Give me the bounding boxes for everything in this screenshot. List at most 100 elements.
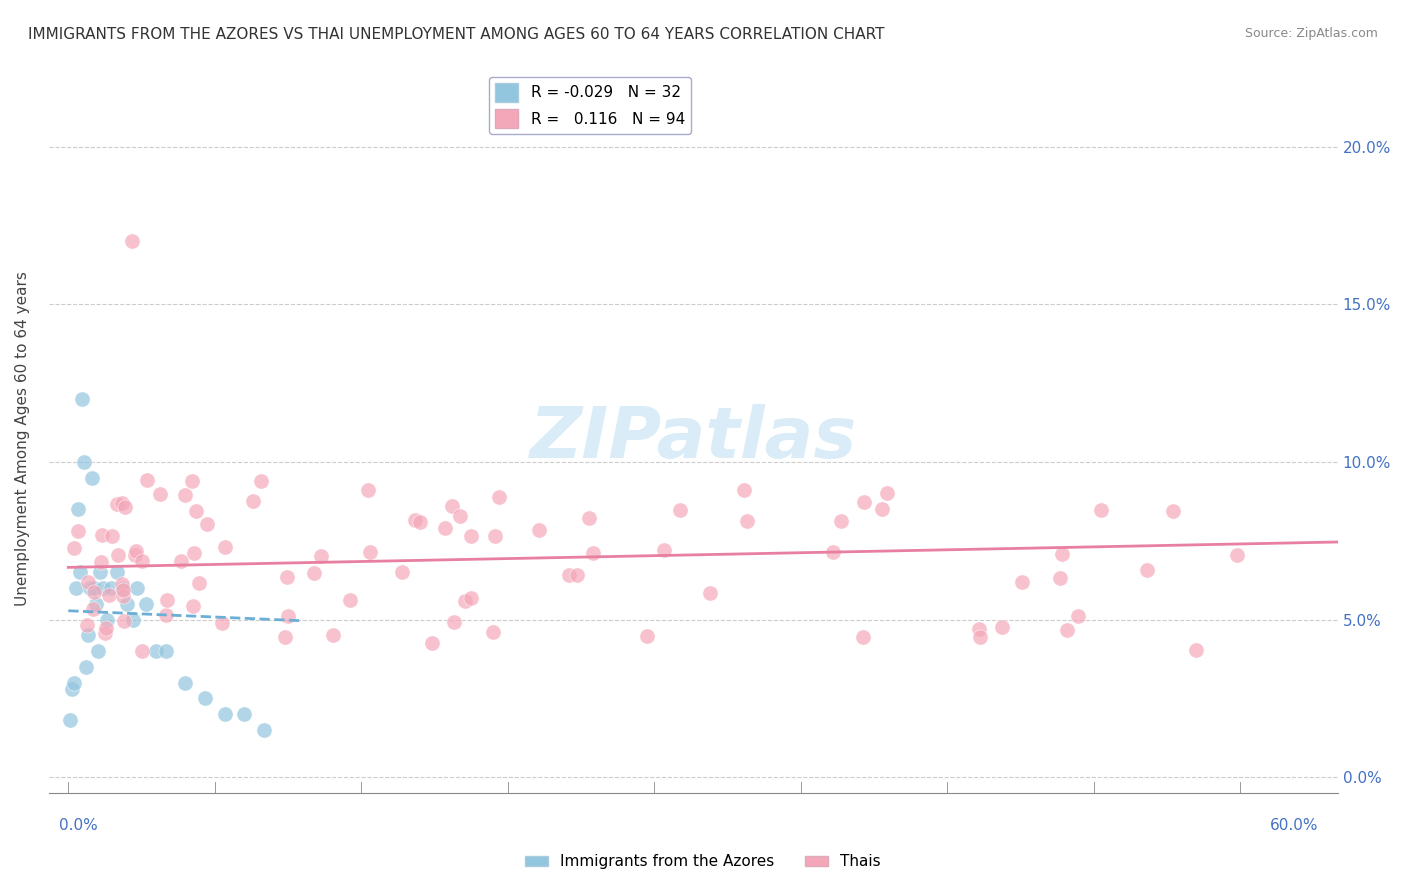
Point <box>304 566 326 580</box>
Point <box>107 548 129 562</box>
Point <box>73 455 96 469</box>
Point <box>121 613 143 627</box>
Point <box>121 234 143 248</box>
Point <box>112 615 135 629</box>
Point <box>214 707 236 722</box>
Legend: R = -0.029   N = 32, R =   0.116   N = 94: R = -0.029 N = 32, R = 0.116 N = 94 <box>489 77 690 134</box>
Legend: Immigrants from the Azores, Thais: Immigrants from the Azores, Thais <box>519 848 887 875</box>
Point <box>125 543 148 558</box>
Point <box>112 582 135 597</box>
Point <box>195 517 218 532</box>
Point <box>408 516 430 530</box>
Point <box>277 608 299 623</box>
Point <box>183 599 205 614</box>
Point <box>90 555 112 569</box>
Point <box>155 593 177 607</box>
Point <box>420 635 443 649</box>
Point <box>211 616 233 631</box>
Point <box>170 554 193 568</box>
Point <box>181 474 204 488</box>
Point <box>1049 570 1071 584</box>
Point <box>404 513 426 527</box>
Point <box>821 544 844 558</box>
Point <box>145 644 167 658</box>
Point <box>98 588 121 602</box>
Point <box>870 501 893 516</box>
Point <box>274 630 297 644</box>
Point <box>93 581 115 595</box>
Point <box>339 592 361 607</box>
Point <box>184 504 207 518</box>
Point <box>115 597 138 611</box>
Point <box>131 554 153 568</box>
Point <box>567 568 589 582</box>
Point <box>124 549 146 563</box>
Point <box>991 620 1014 634</box>
Point <box>1050 547 1073 561</box>
Text: Source: ZipAtlas.com: Source: ZipAtlas.com <box>1244 27 1378 40</box>
Point <box>967 622 990 636</box>
Point <box>242 494 264 508</box>
Point <box>527 524 550 538</box>
Point <box>59 714 82 728</box>
Point <box>1090 503 1112 517</box>
Point <box>252 723 274 737</box>
Point <box>357 483 380 498</box>
Point <box>60 681 83 696</box>
Point <box>578 511 600 525</box>
Point <box>65 581 87 595</box>
Point <box>66 524 89 538</box>
Point <box>699 585 721 599</box>
Point <box>135 473 157 487</box>
Point <box>63 541 86 556</box>
Point <box>652 543 675 558</box>
Y-axis label: Unemployment Among Ages 60 to 64 years: Unemployment Among Ages 60 to 64 years <box>15 271 30 606</box>
Point <box>75 660 97 674</box>
Point <box>440 499 463 513</box>
Point <box>94 625 117 640</box>
Point <box>111 496 134 510</box>
Point <box>91 528 114 542</box>
Point <box>582 546 605 560</box>
Point <box>69 566 91 580</box>
Point <box>194 691 217 706</box>
Point <box>76 628 98 642</box>
Point <box>173 488 195 502</box>
Point <box>76 618 98 632</box>
Point <box>1185 642 1208 657</box>
Point <box>276 570 298 584</box>
Point <box>214 540 236 554</box>
Point <box>460 529 482 543</box>
Point <box>80 471 103 485</box>
Point <box>155 608 177 623</box>
Point <box>114 500 136 515</box>
Point <box>77 574 100 589</box>
Point <box>131 643 153 657</box>
Point <box>174 675 197 690</box>
Point <box>67 502 90 516</box>
Point <box>636 629 658 643</box>
Point <box>309 549 332 563</box>
Point <box>558 567 581 582</box>
Point <box>83 584 105 599</box>
Point <box>454 594 477 608</box>
Point <box>155 644 177 658</box>
Point <box>233 707 256 722</box>
Point <box>111 577 134 591</box>
Point <box>149 487 172 501</box>
Point <box>481 624 503 639</box>
Point <box>443 615 465 630</box>
Point <box>249 474 271 488</box>
Point <box>188 575 211 590</box>
Point <box>111 589 134 603</box>
Point <box>63 675 86 690</box>
Point <box>96 621 118 635</box>
Point <box>322 628 344 642</box>
Point <box>96 613 118 627</box>
Point <box>111 581 134 595</box>
Point <box>488 490 510 504</box>
Point <box>105 497 128 511</box>
Point <box>852 631 875 645</box>
Text: IMMIGRANTS FROM THE AZORES VS THAI UNEMPLOYMENT AMONG AGES 60 TO 64 YEARS CORREL: IMMIGRANTS FROM THE AZORES VS THAI UNEMP… <box>28 27 884 42</box>
Point <box>434 521 457 535</box>
